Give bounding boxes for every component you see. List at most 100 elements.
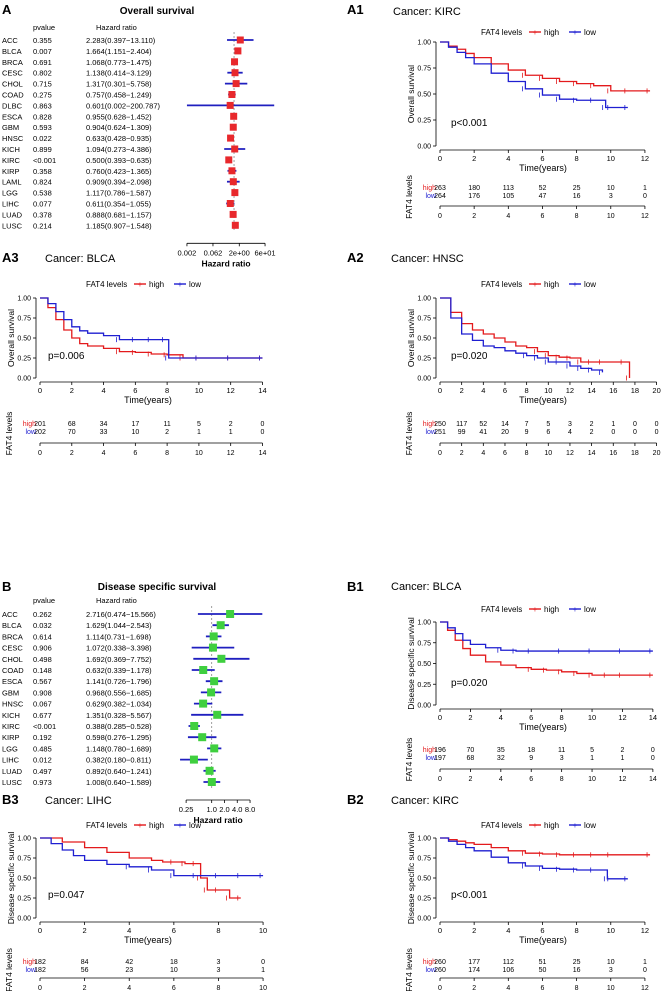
hr-marker <box>228 167 236 175</box>
x-tick-label: 8 <box>575 926 579 935</box>
hr-marker <box>234 47 242 55</box>
hr-marker <box>230 112 238 120</box>
legend-censor-low: + <box>573 280 578 289</box>
forest-hr-text: 1.629(1.044−2.543) <box>86 621 152 630</box>
forest-hr-text: 0.382(0.180−0.811) <box>86 756 152 765</box>
risk-axis-label: 8 <box>575 213 579 220</box>
x-tick-label: 2.0 <box>219 805 229 814</box>
hr-marker <box>213 710 222 719</box>
hr-marker <box>190 722 199 730</box>
p-value: p=0.020 <box>451 678 488 689</box>
forest-hr-text: 0.388(0.285−0.528) <box>86 722 152 731</box>
forest-plot-A: A Overall survival pvalue Hazard ratio ACC 0.… <box>2 2 276 268</box>
km-title: Cancer: BLCA <box>45 253 116 265</box>
survival-curve-low <box>40 837 264 877</box>
legend-censor-high: + <box>138 280 143 289</box>
risk-count-high: 17 <box>131 421 139 428</box>
forest-pvalue: 0.358 <box>33 167 52 176</box>
risk-label-low: low <box>25 967 36 974</box>
y-tick-label: 1.00 <box>417 296 431 303</box>
risk-axis-label: 10 <box>607 985 615 991</box>
forest-cancer-label: BLCA <box>2 621 22 630</box>
forest-cancer-label: KIRP <box>2 733 20 742</box>
risk-table-title: FAT4 levels <box>4 412 14 456</box>
risk-count-high: 0 <box>261 421 265 428</box>
forest-pvalue: 0.691 <box>33 58 52 67</box>
legend-censor-low: + <box>178 821 183 830</box>
forest-cancer-label: BRCA <box>2 632 23 641</box>
risk-label-low: low <box>425 429 436 436</box>
risk-count-low: 23 <box>125 967 133 974</box>
y-tick-label: 0.25 <box>417 682 431 689</box>
forest-cancer-label: COAD <box>2 666 24 675</box>
x-tick-label: 0 <box>438 713 442 722</box>
forest-hr-text: 0.968(0.556−1.685) <box>86 688 152 697</box>
survival-curve-high <box>40 297 263 359</box>
forest-cancer-label: BRCA <box>2 58 23 67</box>
x-tick-label: 0.002 <box>178 248 197 257</box>
risk-count-high: 11 <box>558 747 565 754</box>
x-tick-label: 18 <box>631 386 639 395</box>
forest-cancer-label: CESC <box>2 69 23 78</box>
risk-axis-label: 8 <box>165 450 169 457</box>
risk-count-high: 1 <box>643 185 647 192</box>
km-plot-A3: A3 Cancer: BLCA FAT4 levels + high + low 0.00 0.… <box>2 250 267 457</box>
x-tick-label: 8 <box>525 386 529 395</box>
risk-count-low: 1 <box>197 429 201 436</box>
x-tick-label: 10 <box>588 713 596 722</box>
risk-label-low: low <box>425 755 436 762</box>
y-axis-title: Disease specific survival <box>406 832 416 925</box>
panel-label: B <box>2 579 11 594</box>
forest-hr-text: 0.601(0.002−200.787) <box>86 101 161 110</box>
x-tick-label: 10 <box>544 386 552 395</box>
y-tick-label: 0.75 <box>417 856 431 863</box>
legend-censor-high: + <box>533 605 538 614</box>
x-tick-label: 12 <box>641 926 649 935</box>
risk-count-low: 105 <box>502 193 514 200</box>
x-tick-label: 6 <box>172 926 176 935</box>
legend-label-high: high <box>149 821 164 830</box>
risk-count-high: 0 <box>633 421 637 428</box>
y-tick-label: 0.00 <box>417 916 431 923</box>
x-tick-label: 6 <box>503 386 507 395</box>
panel-label: A2 <box>347 250 364 265</box>
risk-count-low: 202 <box>34 429 46 436</box>
legend-label-low: low <box>189 821 201 830</box>
survival-curve-high <box>440 837 651 856</box>
risk-axis-label: 20 <box>653 450 661 457</box>
legend-title: FAT4 levels <box>481 821 522 830</box>
risk-count-high: 84 <box>81 959 89 966</box>
risk-count-low: 56 <box>81 967 89 974</box>
x-axis-title: Hazard ratio <box>201 258 250 268</box>
hr-marker <box>226 101 234 109</box>
x-axis-title: Time(years) <box>519 163 567 173</box>
hr-marker <box>209 632 218 641</box>
survival-curve-high <box>40 837 241 899</box>
x-axis-title: Time(years) <box>519 395 567 405</box>
risk-axis-label: 10 <box>195 450 203 457</box>
risk-count-low: 3 <box>609 193 613 200</box>
forest-hr-text: 0.629(0.382−1.034) <box>86 700 152 709</box>
x-axis-title: Time(years) <box>124 395 172 405</box>
forest-hr-text: 2.716(0.474−15.566) <box>86 610 156 619</box>
risk-count-high: 5 <box>590 747 594 754</box>
forest-hr-text: 0.500(0.393−0.635) <box>86 156 152 165</box>
risk-axis-label: 12 <box>566 450 574 457</box>
risk-axis-label: 12 <box>641 985 649 991</box>
x-tick-label: 0.25 <box>179 805 194 814</box>
legend-title: FAT4 levels <box>481 280 522 289</box>
forest-cancer-label: KIRC <box>2 156 21 165</box>
forest-pvalue: 0.077 <box>33 200 52 209</box>
risk-axis-label: 2 <box>472 985 476 991</box>
forest-cancer-label: ESCA <box>2 112 22 121</box>
y-tick-label: 0.25 <box>17 896 31 903</box>
y-tick-label: 1.00 <box>417 40 431 47</box>
x-axis-title: Time(years) <box>519 935 567 945</box>
forest-pvalue: 0.802 <box>33 69 52 78</box>
x-tick-label: 12 <box>618 713 626 722</box>
forest-pvalue: 0.906 <box>33 644 52 653</box>
risk-count-low: 2 <box>165 429 169 436</box>
forest-hr-text: 1.008(0.640−1.589) <box>86 778 152 787</box>
risk-count-low: 0 <box>611 429 615 436</box>
forest-pvalue: 0.192 <box>33 733 52 742</box>
